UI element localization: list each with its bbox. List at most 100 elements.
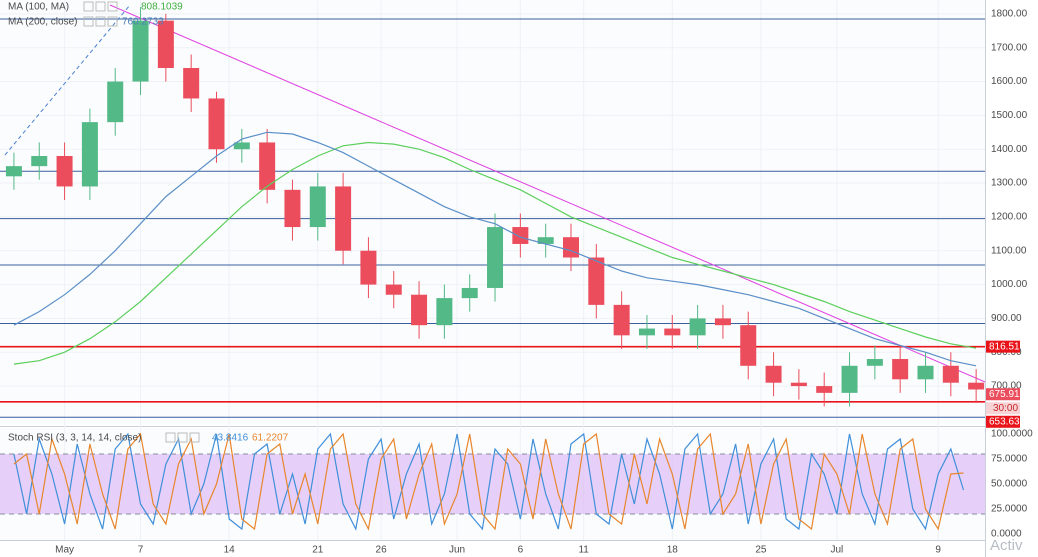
y-tick-label: 1500.00	[991, 110, 1028, 121]
legend-value: 760.2733	[122, 17, 164, 28]
icon[interactable]	[177, 432, 188, 443]
candle-body	[31, 155, 48, 167]
rsi-tick-label: 50.0000	[991, 479, 1028, 490]
legend-label: MA (200, close)	[8, 17, 77, 28]
candle-body	[892, 359, 909, 380]
axis: 700.00800.00900.001000.001100.001200.001…	[55, 9, 1033, 556]
x-tick-label: 9	[935, 545, 941, 556]
candle-body	[335, 186, 352, 251]
icon[interactable]	[165, 432, 176, 443]
candle-body	[436, 298, 453, 326]
candle-body	[917, 365, 934, 380]
x-tick-label: 11	[578, 545, 589, 556]
price-label: 816.51	[989, 341, 1020, 352]
y-tick-label: 1800.00	[991, 9, 1028, 20]
rsi-line	[13, 432, 964, 531]
candle-body	[841, 365, 858, 393]
ma-line	[13, 141, 977, 365]
candle-body	[740, 325, 757, 366]
icon[interactable]	[107, 1, 118, 12]
rsi-value: 43.8416	[212, 433, 249, 444]
x-tick-label: 6	[518, 545, 524, 556]
rsi-title: Stoch RSI (3, 3, 14, 14, close)	[8, 433, 141, 444]
y-tick-label: 1700.00	[991, 42, 1028, 53]
trend-line	[109, 4, 986, 383]
rsi-tick-label: 100.0000	[991, 429, 1033, 440]
candle-body	[866, 359, 883, 366]
candle-body	[537, 237, 554, 244]
icon[interactable]	[95, 1, 106, 12]
rsi-tick-label: 75.0000	[991, 454, 1028, 465]
countdown: 30:00	[993, 403, 1018, 414]
icon[interactable]	[83, 1, 94, 12]
candle-body	[259, 142, 276, 190]
candle-body	[411, 294, 428, 326]
icon[interactable]	[107, 16, 118, 27]
price-label-bg	[986, 415, 1020, 428]
candle-body	[638, 328, 655, 336]
price-label: 653.63	[989, 416, 1020, 427]
price-label-bg	[986, 340, 1020, 353]
price-pane	[0, 0, 985, 425]
candle-body	[309, 186, 326, 228]
price-label: 675.91	[989, 389, 1020, 400]
icon[interactable]	[83, 16, 94, 27]
marks	[5, 7, 985, 531]
x-tick-label: 18	[667, 545, 679, 556]
rsi-tick-label: 0.0000	[991, 529, 1022, 540]
candle-body	[765, 365, 782, 383]
candle-body	[208, 98, 225, 150]
x-tick-label: 25	[755, 545, 767, 556]
candle-body	[487, 227, 504, 288]
candle-body	[107, 81, 124, 123]
candle-body	[689, 318, 706, 336]
candle-body	[613, 304, 630, 336]
candle-body	[284, 189, 301, 228]
candle-body	[385, 284, 402, 295]
candle-body	[5, 166, 22, 177]
x-tick-label: 26	[376, 545, 388, 556]
candle-body	[81, 122, 98, 187]
price-label-bg	[986, 388, 1020, 401]
legend-label: MA (100, MA)	[8, 2, 69, 13]
candle-body	[157, 20, 174, 69]
candle-body	[664, 328, 681, 336]
y-tick-label: 1200.00	[991, 212, 1028, 223]
y-tick-label: 1400.00	[991, 144, 1028, 155]
countdown-bg	[986, 402, 1020, 415]
legend-value: 808.1039	[141, 2, 183, 13]
candle-body	[512, 227, 529, 244]
legend: MA (100, MA) 808.1039 MA (200, close) 76…	[8, 1, 289, 444]
candle-body	[588, 257, 605, 305]
x-tick-label: May	[55, 545, 74, 556]
x-tick-label: Jul	[830, 545, 843, 556]
watermark: Activ	[990, 537, 1023, 554]
rsi-value: 61.2207	[252, 433, 289, 444]
candle-body	[360, 250, 377, 285]
candle-body	[714, 318, 731, 326]
rsi-line	[13, 432, 965, 531]
x-tick-label: 21	[312, 545, 324, 556]
x-tick-label: Jun	[449, 545, 465, 556]
y-tick-label: 1600.00	[991, 76, 1028, 87]
candle-body	[183, 68, 200, 99]
y-tick-label: 1000.00	[991, 279, 1028, 290]
x-tick-label: 14	[224, 545, 236, 556]
y-tick-label: 1100.00	[991, 245, 1027, 256]
trend-line	[4, 4, 131, 156]
icon[interactable]	[95, 16, 106, 27]
x-tick-label: 7	[138, 545, 144, 556]
candle-body	[56, 155, 73, 187]
ma-line	[13, 131, 977, 367]
rsi-tick-label: 25.0000	[991, 504, 1028, 515]
candle-body	[968, 382, 985, 390]
candle-body	[562, 237, 579, 258]
candle-body	[790, 382, 807, 387]
y-tick-label: 1300.00	[991, 178, 1028, 189]
candle-body	[816, 386, 833, 393]
y-tick-label: 700.00	[991, 381, 1022, 392]
candle-body	[461, 287, 478, 299]
candle-body	[233, 142, 250, 150]
icon[interactable]	[189, 432, 200, 443]
candle-body	[942, 365, 959, 383]
